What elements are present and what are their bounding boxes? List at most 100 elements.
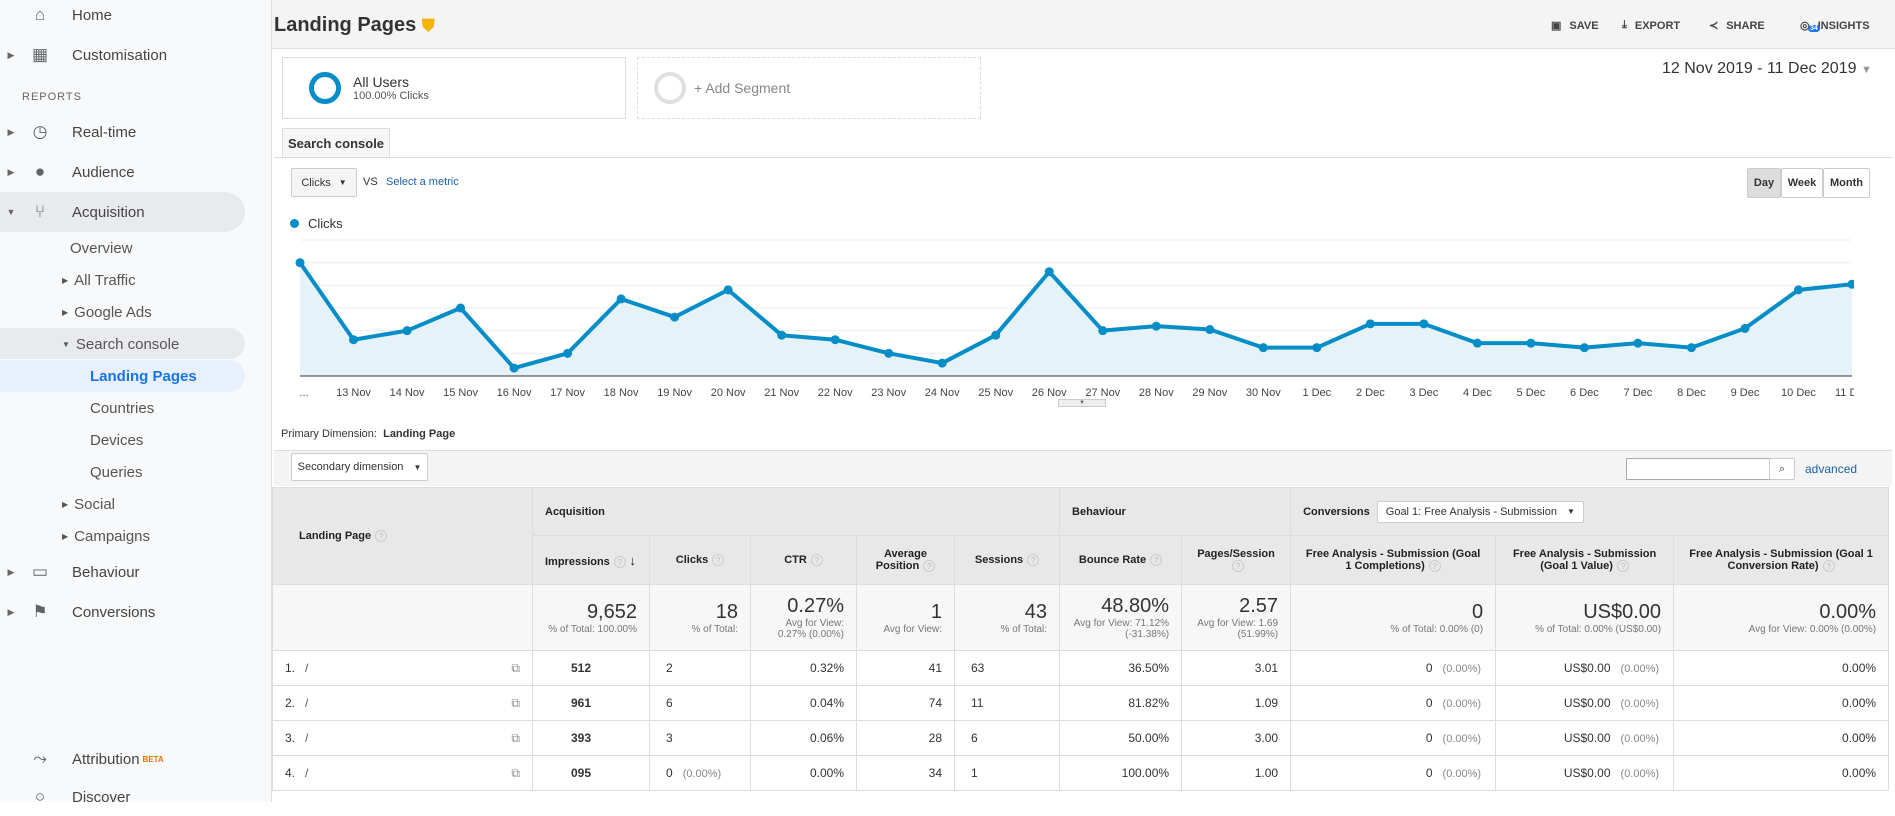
column-header[interactable]: Pages/Session? [1181,535,1292,585]
export-button[interactable]: ⤓ EXPORT [1622,19,1681,32]
metric-dropdown[interactable]: Clicks ▼ [291,168,357,197]
sidebar-item-attribution[interactable]: ⤳ Attribution BETA [0,740,245,778]
landing-page-link[interactable]: / [305,765,309,780]
empty-circle-icon [654,72,686,104]
open-external-icon[interactable]: ⧉ [511,730,520,745]
series-line [298,261,1853,371]
chevron-down-icon: ▼ [413,462,422,472]
open-external-icon[interactable]: ⧉ [511,765,520,780]
save-button[interactable]: ▣ SAVE [1551,19,1599,33]
help-icon: ? [810,554,823,566]
expand-arrow-icon: ▶ [7,606,15,617]
advanced-link[interactable]: advanced [1805,462,1858,476]
landing-page-header[interactable]: Landing Page? [272,487,533,585]
sidebar-item-acquisition[interactable]: ▼ ⑂ Acquisition [0,193,245,231]
table-cell: 28 [856,720,955,756]
summary-sub: % of Total: [1000,623,1048,635]
chart-collapse-toggle[interactable]: ▼ [1058,399,1106,407]
sidebar-item-devices[interactable]: Devices [90,431,144,449]
tab-search-console[interactable]: Search console [282,128,390,158]
search-button[interactable]: ⌕ [1769,458,1795,480]
date-range-picker[interactable]: 12 Nov 2019 - 11 Dec 2019 ▼ [1662,60,1872,77]
summary-sub: % of Total: 0.00% (US$0.00) [1535,623,1662,635]
sidebar-item-social[interactable]: ▶ Social [62,495,116,513]
landing-page-link[interactable]: / [305,695,309,710]
cell-percent: (0.00%) [682,768,722,780]
table-search-input[interactable] [1626,458,1771,480]
sidebar-item-queries[interactable]: Queries [90,463,143,481]
sidebar-item-overview[interactable]: Overview [70,239,133,257]
summary-cell: 0% of Total: 0.00% (0) [1290,584,1497,651]
add-segment-button[interactable]: + Add Segment [637,57,981,119]
cell-value: 28 [928,731,942,745]
sidebar-item-all-traffic[interactable]: ▶ All Traffic [62,271,136,289]
data-point [1258,343,1268,353]
column-header[interactable]: Clicks? [649,535,751,585]
column-header[interactable]: Impressions? ↓ [532,535,650,585]
share-button[interactable]: ≺ SHARE [1709,19,1765,33]
search-icon: ⌕ [1778,462,1786,475]
open-external-icon[interactable]: ⧉ [511,660,520,675]
column-header[interactable]: CTR? [750,535,857,585]
column-header-label: Free Analysis - Submission (Goal 1 Value… [1512,548,1657,572]
summary-cell: 48.80% Avg for View: 71.12% (-31.38%) [1059,584,1183,651]
primary-dimension-value[interactable]: Landing Page [383,428,456,440]
sidebar-item-landing-pages[interactable]: Landing Pages [90,367,197,385]
data-point [1098,326,1108,336]
cell-value: 961 [571,696,592,710]
segment-all-users[interactable]: All Users 100.00% Clicks [282,57,626,119]
data-point [563,348,573,358]
sidebar-item-discover[interactable]: ○ Discover [0,778,245,816]
sidebar-item-home[interactable]: ⌂ Home [0,0,245,34]
day-button[interactable]: Day [1747,168,1781,198]
select-metric-link[interactable]: Select a metric [386,176,459,188]
column-header[interactable]: Bounce Rate? [1059,535,1183,585]
cell-value: 0.00% [809,766,844,780]
column-header-label: Bounce Rate [1078,554,1147,566]
search-console-highlight [0,328,245,359]
landing-page-link[interactable]: / [305,730,309,745]
cell-value: 81.82% [1128,696,1170,710]
cell-value: 6 [971,731,978,745]
cell-percent: (0.00%) [1442,663,1482,675]
open-external-icon[interactable]: ⧉ [511,695,520,710]
table-cell: US$0.00 (0.00%) [1495,720,1675,756]
goal-dropdown[interactable]: Goal 1: Free Analysis - Submission ▼ [1376,500,1584,523]
table-cell: US$0.00 (0.00%) [1495,755,1675,791]
landing-page-cell: 2. / ⧉ [272,685,533,721]
sidebar-item-search-console[interactable]: ▼ Search console [62,335,180,353]
table-cell: 0 (0.00%) [649,755,751,791]
insights-button[interactable]: ◎ 34 INSIGHTS [1800,19,1870,32]
help-icon: ? [1027,554,1040,566]
x-tick-label: 13 Nov [336,387,371,399]
summary-cell: US$0.00% of Total: 0.00% (US$0.00) [1495,584,1675,651]
table-cell: 3.00 [1181,720,1292,756]
week-button[interactable]: Week [1781,168,1823,198]
sidebar-item-google-ads[interactable]: ▶ Google Ads [62,303,152,321]
x-tick-label: 6 Dec [1570,387,1599,399]
x-tick-label: 14 Nov [390,387,425,399]
sidebar-item-campaigns[interactable]: ▶ Campaigns [62,527,151,545]
landing-page-link[interactable]: / [305,660,309,675]
month-button[interactable]: Month [1823,168,1870,198]
sidebar-item-behaviour[interactable]: ▶ ▭ Behaviour [0,553,245,591]
person-icon: ● [34,162,46,181]
sidebar-item-audience[interactable]: ▶ ● Audience [0,153,245,191]
table-cell: 0.04% [750,685,857,721]
cell-percent: (0.00%) [1620,768,1660,780]
secondary-dimension-dropdown[interactable]: Secondary dimension ▼ [291,453,428,481]
sidebar-item-conversions[interactable]: ▶ ⚑ Conversions [0,593,245,631]
table-cell: 74 [856,685,955,721]
column-header[interactable]: Average Position? [856,535,955,585]
column-header-label: Sessions [974,554,1024,566]
sidebar-item-realtime[interactable]: ▶ ◷ Real-time [0,113,245,151]
sort-desc-icon[interactable]: ↓ [625,552,636,568]
sidebar-item-countries[interactable]: Countries [90,399,155,417]
column-header[interactable]: Free Analysis - Submission (Goal 1 Conve… [1673,535,1890,585]
cell-percent: (0.00%) [1620,698,1660,710]
help-icon: ? [712,554,725,566]
sidebar-item-customisation[interactable]: ▶ ▦ Customisation [0,36,245,74]
column-header[interactable]: Sessions? [953,535,1061,585]
column-header[interactable]: Free Analysis - Submission (Goal 1 Compl… [1290,535,1497,585]
column-header[interactable]: Free Analysis - Submission (Goal 1 Value… [1495,535,1675,585]
